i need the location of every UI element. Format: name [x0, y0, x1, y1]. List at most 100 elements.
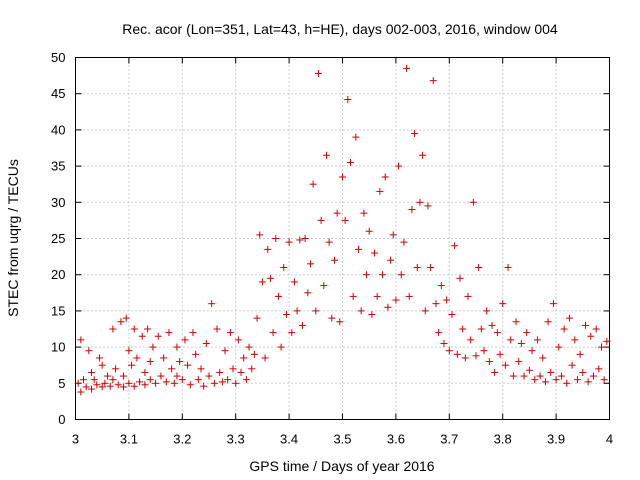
data-point — [352, 133, 360, 141]
data-point — [467, 336, 475, 344]
data-point — [264, 245, 272, 253]
data-point — [229, 365, 237, 373]
data-point — [101, 379, 109, 387]
y-tick-label: 35 — [51, 159, 65, 174]
data-point — [413, 263, 421, 271]
data-point — [317, 216, 325, 224]
data-point — [437, 282, 445, 290]
data-point — [82, 383, 90, 391]
data-point — [280, 263, 288, 271]
data-point — [568, 361, 576, 369]
data-point — [485, 358, 493, 366]
data-point — [475, 263, 483, 271]
axis-ticks: 3 3.1 3.2 3.3 3.4 3.5 3.6 3.7 3.8 3.9 405101520253… — [51, 50, 613, 447]
data-point — [277, 343, 285, 351]
data-point — [269, 329, 277, 337]
data-point — [221, 347, 229, 355]
data-point — [117, 318, 125, 326]
data-point — [165, 329, 173, 337]
data-point — [525, 366, 533, 374]
data-point — [421, 307, 429, 315]
data-point — [483, 307, 491, 315]
data-point — [114, 381, 122, 389]
data-point — [576, 350, 584, 358]
data-point — [173, 372, 181, 380]
data-point — [392, 296, 400, 304]
y-tick-label: 20 — [51, 267, 65, 282]
data-point — [387, 256, 395, 264]
data-point — [237, 368, 245, 376]
data-point — [595, 365, 603, 373]
data-point — [109, 325, 117, 333]
data-point — [157, 372, 165, 380]
data-point — [202, 339, 210, 347]
data-point — [186, 381, 194, 389]
data-point — [488, 321, 496, 329]
data-point — [384, 303, 392, 311]
data-point — [499, 300, 507, 308]
data-points — [74, 64, 611, 396]
data-point — [146, 376, 154, 384]
data-point — [347, 158, 355, 166]
data-point — [339, 173, 346, 181]
data-point — [77, 388, 85, 396]
data-point — [218, 378, 226, 386]
chart-title: Rec. acor (Lon=351, Lat=43, h=HE), days … — [122, 21, 558, 37]
data-point — [504, 263, 512, 271]
data-point — [584, 378, 592, 386]
data-point — [173, 343, 181, 351]
data-point — [357, 307, 365, 315]
data-point — [109, 376, 117, 384]
data-point — [469, 198, 477, 206]
data-point — [112, 365, 120, 373]
data-point — [419, 151, 427, 159]
data-point — [253, 314, 261, 322]
data-point — [141, 381, 149, 389]
data-point — [381, 173, 389, 181]
data-point — [272, 235, 280, 242]
data-point — [456, 274, 464, 282]
data-point — [432, 300, 440, 308]
data-point — [120, 383, 128, 391]
data-point — [98, 383, 106, 391]
data-point — [427, 263, 435, 271]
data-point — [141, 368, 149, 376]
data-point — [274, 292, 282, 300]
data-point — [256, 231, 264, 239]
data-point — [130, 382, 138, 390]
data-point — [461, 354, 469, 362]
data-point — [210, 379, 218, 387]
data-point — [205, 372, 213, 380]
data-point — [136, 378, 144, 386]
data-point — [122, 314, 130, 322]
data-point — [248, 365, 256, 373]
data-point — [88, 385, 96, 393]
data-point — [555, 343, 563, 351]
data-point — [138, 332, 146, 340]
data-point — [379, 271, 387, 279]
data-point — [96, 354, 104, 362]
data-point — [507, 336, 515, 344]
data-point — [176, 358, 184, 366]
data-point — [528, 347, 536, 355]
data-point — [234, 336, 242, 344]
data-point — [571, 336, 579, 344]
data-point — [200, 382, 208, 390]
data-point — [400, 238, 408, 246]
data-point — [325, 238, 333, 246]
data-point — [320, 282, 328, 290]
data-point — [589, 372, 597, 380]
data-point — [397, 271, 405, 279]
y-tick-label: 15 — [51, 303, 65, 318]
data-point — [344, 95, 352, 103]
y-tick-label: 45 — [51, 86, 65, 101]
data-point — [512, 318, 520, 326]
data-point — [587, 332, 595, 340]
data-point — [282, 311, 290, 319]
data-point — [565, 314, 573, 322]
data-point — [301, 235, 309, 242]
data-point — [208, 300, 216, 308]
data-point — [149, 343, 157, 351]
data-point — [552, 376, 560, 384]
